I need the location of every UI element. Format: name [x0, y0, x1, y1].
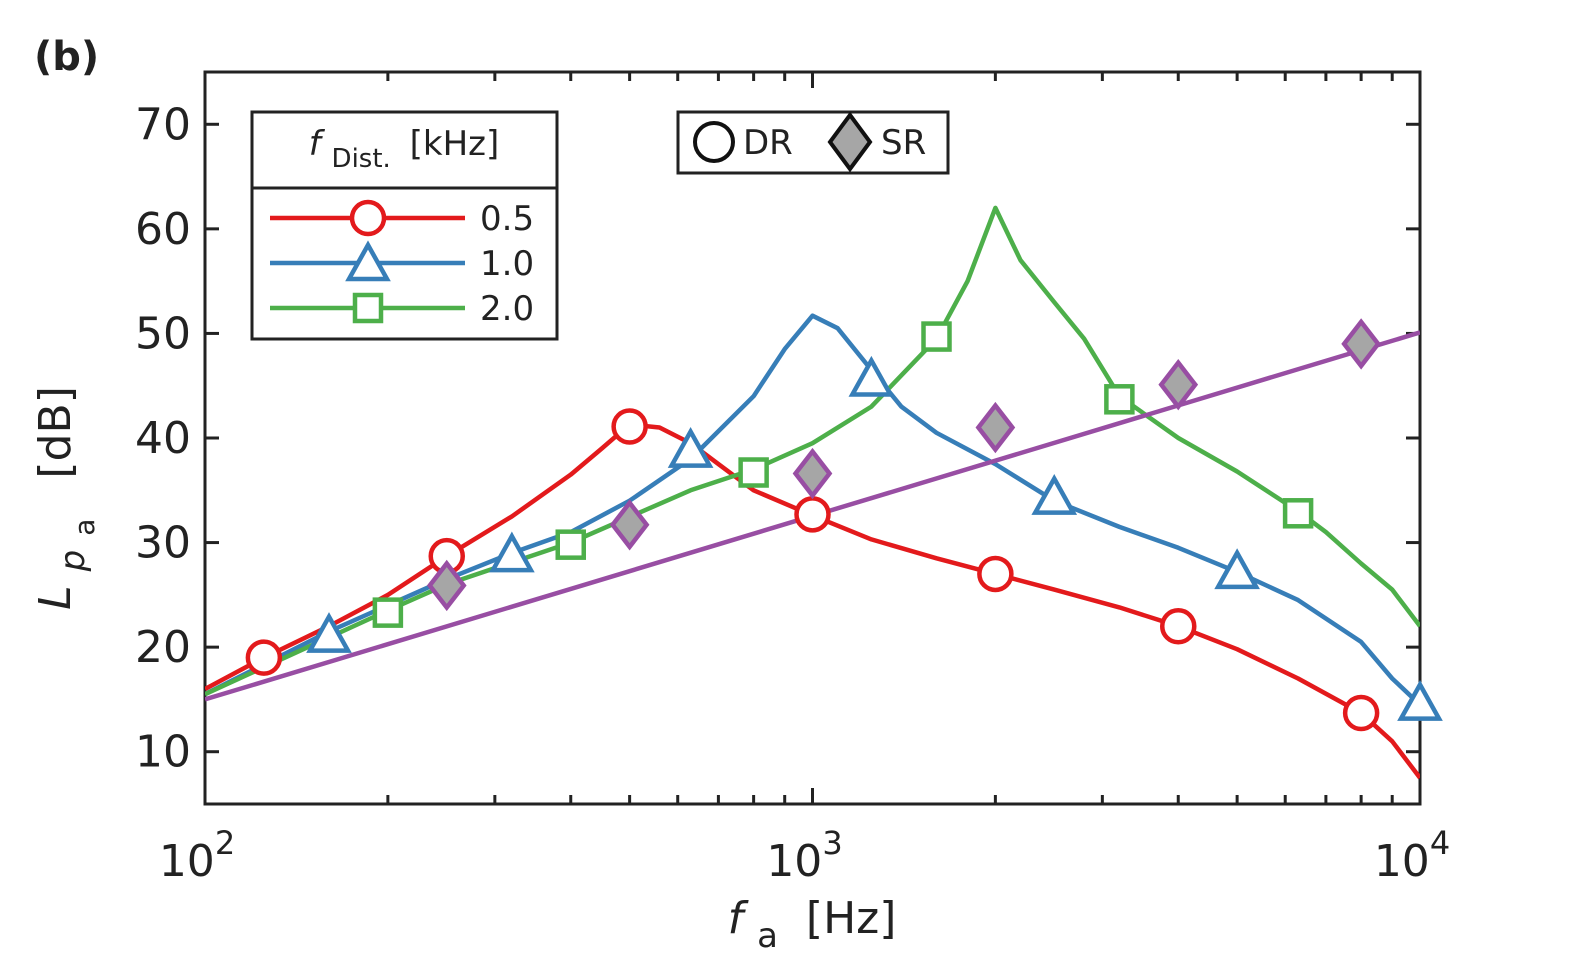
dr-marker-icon	[693, 121, 735, 163]
x-axis-symbol: f	[728, 893, 750, 944]
series-marker-SR	[975, 401, 1016, 454]
svg-text:L p a [dB]: L p a [dB]	[30, 386, 105, 610]
series-marker-SR	[1341, 318, 1381, 370]
y-tick-label: 50	[135, 308, 191, 359]
y-tick-label: 40	[135, 413, 191, 464]
marker-legend: DR SR	[676, 110, 950, 175]
series-marker-1.0	[489, 531, 535, 573]
x-tick-label-exponent: 4	[1430, 824, 1450, 862]
x-tick-label: 104	[1374, 824, 1450, 887]
legend-label-1.0: 1.0	[480, 244, 534, 284]
y-tick-label: 60	[135, 204, 191, 255]
series-marker-SR	[1158, 358, 1199, 411]
series-marker-2.0	[555, 529, 587, 560]
y-axis-subsub: a	[68, 519, 101, 536]
svg-text:f a [Hz]: f a [Hz]	[728, 893, 897, 958]
x-tick-label-exponent: 2	[215, 824, 235, 862]
series-marker-0.5	[1342, 694, 1380, 732]
x-axis-sub: a	[757, 916, 778, 956]
legend-label-0.5: 0.5	[480, 199, 534, 239]
series-marker-SR	[426, 559, 467, 612]
legend-title-symbol: f	[309, 124, 326, 164]
y-axis-sub: p	[53, 550, 93, 573]
series-legend: f Dist. [kHz] 0.5 1.0 2.0	[250, 110, 559, 341]
y-tick-label: 30	[135, 518, 191, 569]
series-marker-2.0	[921, 321, 952, 352]
legend-title: f Dist. [kHz]	[309, 124, 500, 176]
series-marker-1.0	[1397, 680, 1443, 721]
series-marker-0.5	[611, 408, 648, 445]
series-marker-SR	[609, 499, 650, 551]
x-tick-label: 103	[766, 824, 842, 887]
y-tick-label: 20	[135, 622, 191, 673]
legend-rows: 0.5 1.0 2.0	[270, 199, 534, 329]
series-marker-2.0	[372, 597, 404, 628]
y-tick-label: 70	[135, 99, 191, 150]
series-marker-2.0	[1282, 498, 1314, 529]
x-tick-label-base: 10	[1374, 836, 1430, 887]
legend-title-unit: [kHz]	[410, 124, 500, 164]
series-marker-SR	[792, 447, 833, 500]
y-tick-label: 10	[135, 727, 191, 778]
y-axis-unit: [dB]	[30, 386, 81, 478]
panel-label: (b)	[34, 34, 99, 80]
legend-title-sub: Dist.	[332, 144, 391, 174]
legend-label-2.0: 2.0	[480, 289, 534, 329]
y-axis-label: L p a [dB]	[30, 386, 105, 610]
series-marker-1.0	[306, 612, 352, 653]
x-tick-label: 102	[159, 824, 235, 887]
x-axis-unit: [Hz]	[806, 893, 897, 944]
series-marker-1.0	[1214, 548, 1260, 590]
x-tick-label-base: 10	[766, 836, 822, 887]
sr-legend-label: SR	[881, 123, 926, 163]
legend-marker-0.5	[349, 199, 387, 237]
series-marker-0.5	[794, 496, 831, 533]
series-marker-2.0	[738, 457, 769, 488]
series-marker-1.0	[1031, 474, 1078, 515]
series-marker-2.0	[1104, 384, 1135, 415]
x-tick-label-base: 10	[159, 836, 215, 887]
dr-legend-label: DR	[743, 123, 793, 163]
series-marker-0.5	[1160, 607, 1197, 645]
sr-marker-icon	[827, 111, 873, 173]
series-marker-1.0	[667, 426, 714, 468]
series-marker-0.5	[977, 555, 1014, 593]
series-marker-1.0	[848, 355, 895, 397]
series-marker-0.5	[245, 639, 283, 676]
y-axis-symbol: L	[30, 585, 81, 610]
legend-marker-1.0	[345, 240, 391, 282]
legend-marker-2.0	[352, 292, 384, 324]
x-tick-label-exponent: 3	[822, 824, 842, 862]
x-axis-label: f a [Hz]	[728, 893, 897, 958]
